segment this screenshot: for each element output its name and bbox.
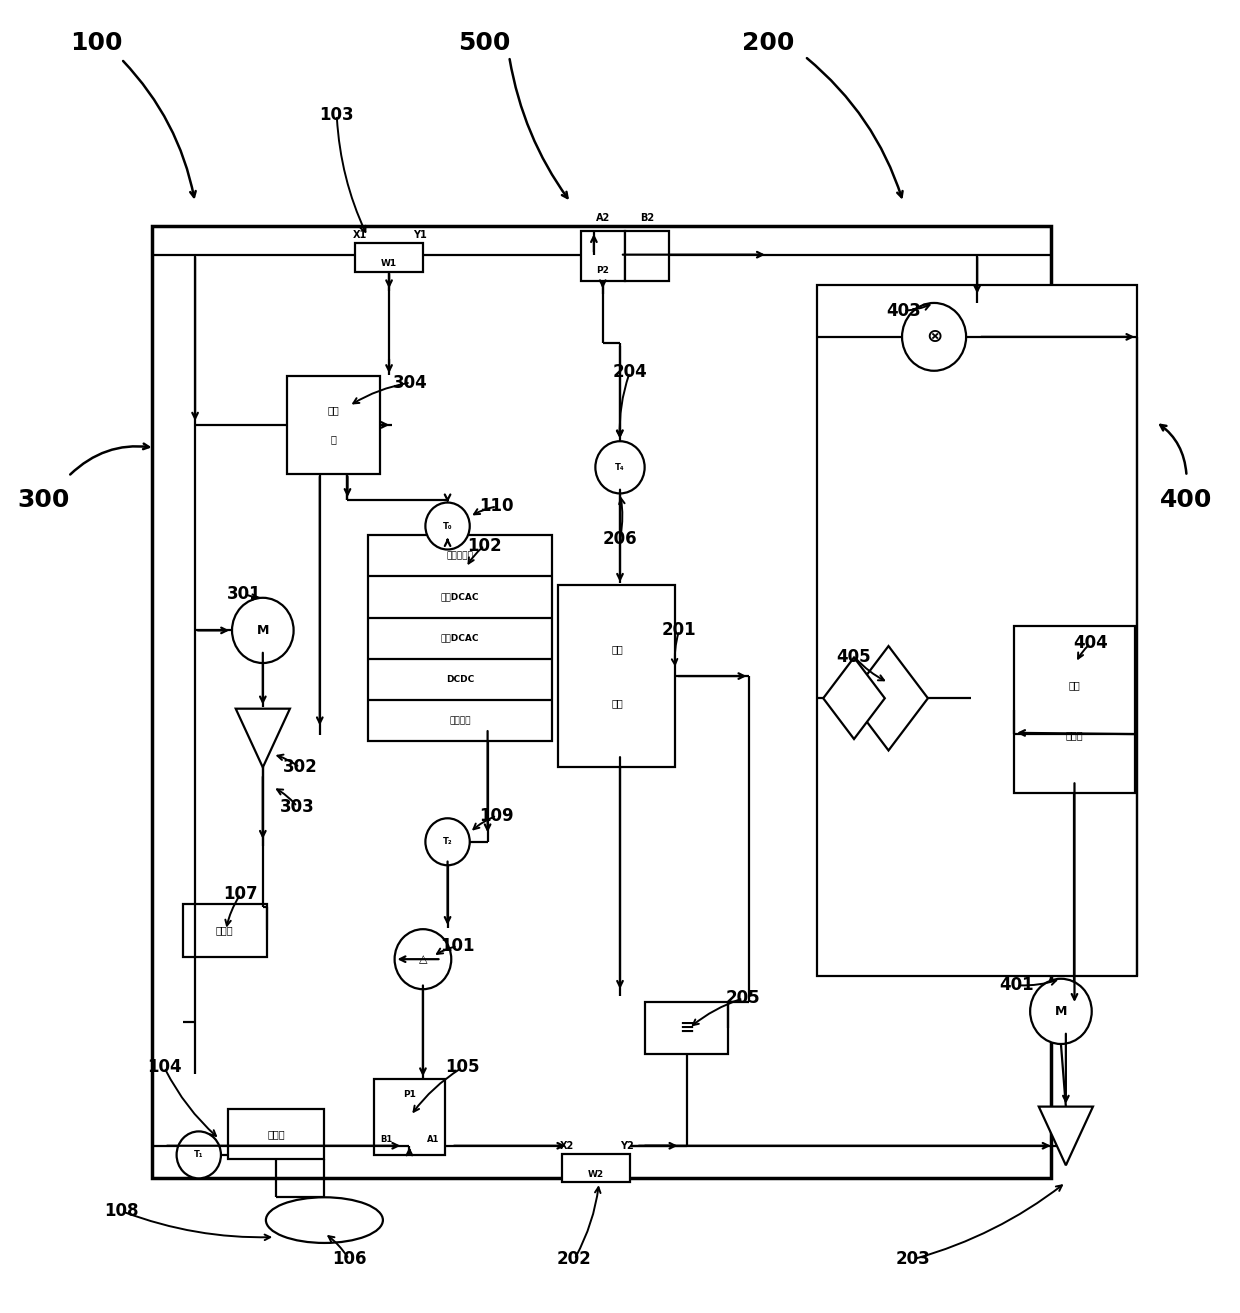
Text: 滤清箱: 滤清箱: [216, 926, 233, 935]
Circle shape: [595, 441, 645, 494]
Text: 300: 300: [17, 488, 69, 512]
Bar: [817, 285, 1137, 976]
Text: 203: 203: [895, 1250, 930, 1268]
Text: 303: 303: [280, 797, 315, 815]
Bar: [580, 231, 625, 281]
Text: P2: P2: [596, 265, 609, 274]
Text: 301: 301: [227, 584, 262, 603]
Text: 405: 405: [837, 647, 872, 666]
Polygon shape: [823, 658, 885, 739]
Circle shape: [901, 303, 966, 370]
Bar: [645, 1002, 728, 1054]
Polygon shape: [236, 709, 290, 767]
Text: T₀: T₀: [443, 521, 453, 530]
Text: X1: X1: [352, 230, 367, 240]
Text: 200: 200: [742, 32, 794, 55]
Text: 204: 204: [613, 364, 647, 381]
Bar: [373, 1079, 445, 1155]
Text: ≡: ≡: [680, 1019, 694, 1037]
Bar: [625, 231, 670, 281]
Text: 109: 109: [480, 806, 515, 825]
Text: 104: 104: [148, 1058, 181, 1077]
Text: T₂: T₂: [443, 838, 453, 847]
Text: 206: 206: [603, 530, 637, 548]
Text: T₁: T₁: [193, 1150, 203, 1159]
Text: W1: W1: [381, 259, 397, 268]
Text: 401: 401: [999, 977, 1034, 994]
Ellipse shape: [265, 1197, 383, 1243]
Text: 高压配电: 高压配电: [449, 716, 471, 725]
Text: A2: A2: [595, 213, 610, 223]
Text: 101: 101: [440, 937, 475, 955]
Bar: [1014, 626, 1135, 793]
Text: 散热器: 散热器: [268, 1129, 285, 1138]
Text: 103: 103: [320, 106, 355, 123]
Text: 第一DCAC: 第一DCAC: [440, 592, 479, 601]
Text: 102: 102: [467, 537, 502, 554]
Text: 404: 404: [1073, 634, 1107, 653]
Text: P1: P1: [403, 1090, 415, 1099]
Text: A1: A1: [427, 1134, 439, 1144]
Text: 电池: 电池: [611, 699, 622, 709]
Text: 动力: 动力: [611, 643, 622, 654]
Text: ⊗: ⊗: [926, 327, 942, 347]
Polygon shape: [849, 646, 928, 751]
Bar: [562, 1154, 630, 1182]
Bar: [288, 376, 379, 474]
Bar: [228, 1109, 325, 1159]
Text: 108: 108: [104, 1201, 139, 1220]
Text: T₄: T₄: [615, 462, 625, 471]
Bar: [182, 905, 267, 957]
Text: X2: X2: [559, 1141, 574, 1150]
Text: W2: W2: [588, 1170, 604, 1179]
Text: 105: 105: [445, 1058, 480, 1077]
Circle shape: [176, 1132, 221, 1178]
Text: M: M: [1055, 1004, 1068, 1018]
Text: 400: 400: [1161, 488, 1213, 512]
Text: 电机控制器: 电机控制器: [446, 551, 474, 561]
Text: 分离器: 分离器: [1065, 730, 1084, 741]
Text: 换热: 换热: [327, 406, 340, 415]
Bar: [153, 226, 1052, 1178]
Text: 106: 106: [332, 1250, 366, 1268]
Circle shape: [425, 818, 470, 865]
Text: M: M: [257, 624, 269, 637]
Text: B1: B1: [379, 1134, 392, 1144]
Circle shape: [232, 597, 294, 663]
Text: B2: B2: [640, 213, 655, 223]
Text: Y1: Y1: [413, 230, 427, 240]
Text: 110: 110: [480, 498, 515, 516]
Text: 100: 100: [71, 32, 123, 55]
Text: 201: 201: [662, 621, 697, 639]
Circle shape: [394, 930, 451, 989]
Text: 205: 205: [725, 989, 760, 1007]
Text: 500: 500: [459, 32, 511, 55]
Text: △: △: [419, 955, 428, 964]
Text: 第二DCAC: 第二DCAC: [440, 634, 479, 643]
Text: 302: 302: [283, 759, 317, 776]
Text: 403: 403: [885, 302, 920, 320]
Bar: [355, 243, 423, 272]
Text: 304: 304: [393, 373, 428, 391]
Bar: [367, 536, 552, 742]
Text: DCDC: DCDC: [445, 675, 474, 684]
Text: 器: 器: [331, 435, 336, 445]
Bar: [558, 584, 676, 767]
Text: 水气: 水气: [1069, 680, 1080, 689]
Text: Y2: Y2: [620, 1141, 634, 1150]
Text: 107: 107: [223, 885, 258, 903]
Circle shape: [1030, 978, 1091, 1044]
Text: 202: 202: [557, 1250, 591, 1268]
Circle shape: [425, 503, 470, 550]
Polygon shape: [1039, 1107, 1092, 1166]
